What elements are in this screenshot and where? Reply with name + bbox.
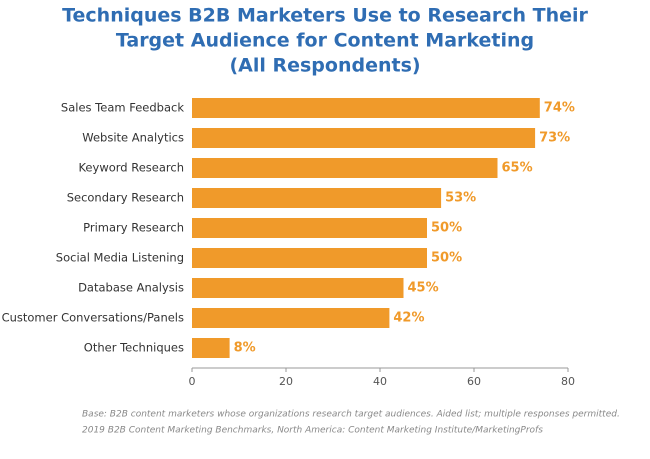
- y-tick-label: Other Techniques: [84, 341, 184, 355]
- value-label: 42%: [393, 311, 424, 326]
- value-label: 8%: [234, 341, 256, 356]
- y-tick-label: Website Analytics: [82, 131, 184, 145]
- bar: [192, 98, 540, 118]
- footnote: Base: B2B content marketers whose organi…: [82, 410, 620, 420]
- value-label: 50%: [431, 221, 462, 236]
- bar: [192, 128, 536, 148]
- value-label: 74%: [544, 101, 575, 116]
- chart-title: Target Audience for Content Marketing: [116, 30, 534, 52]
- bar: [192, 278, 404, 298]
- bar: [192, 308, 390, 328]
- y-tick-label: Secondary Research: [67, 191, 184, 205]
- x-tick-label: 80: [561, 375, 575, 388]
- chart-title: Techniques B2B Marketers Use to Research…: [62, 5, 588, 27]
- y-tick-label: Database Analysis: [78, 281, 184, 295]
- bar: [192, 338, 230, 358]
- y-tick-label: Social Media Listening: [56, 251, 184, 265]
- x-tick-label: 40: [373, 375, 387, 388]
- value-label: 65%: [502, 161, 533, 176]
- footnote: 2019 B2B Content Marketing Benchmarks, N…: [82, 426, 543, 436]
- chart-title: (All Respondents): [229, 55, 420, 77]
- bar: [192, 248, 427, 268]
- value-label: 53%: [445, 191, 476, 206]
- x-tick-label: 60: [467, 375, 481, 388]
- value-label: 50%: [431, 251, 462, 266]
- value-label: 73%: [539, 131, 570, 146]
- bar: [192, 218, 427, 238]
- y-tick-label: Customer Conversations/Panels: [2, 311, 184, 325]
- y-tick-label: Sales Team Feedback: [61, 101, 184, 115]
- y-tick-label: Keyword Research: [78, 161, 184, 175]
- bar: [192, 188, 442, 208]
- x-tick-label: 0: [189, 375, 196, 388]
- x-tick-label: 20: [279, 375, 293, 388]
- y-tick-label: Primary Research: [83, 221, 184, 235]
- bar: [192, 158, 498, 178]
- value-label: 45%: [408, 281, 439, 296]
